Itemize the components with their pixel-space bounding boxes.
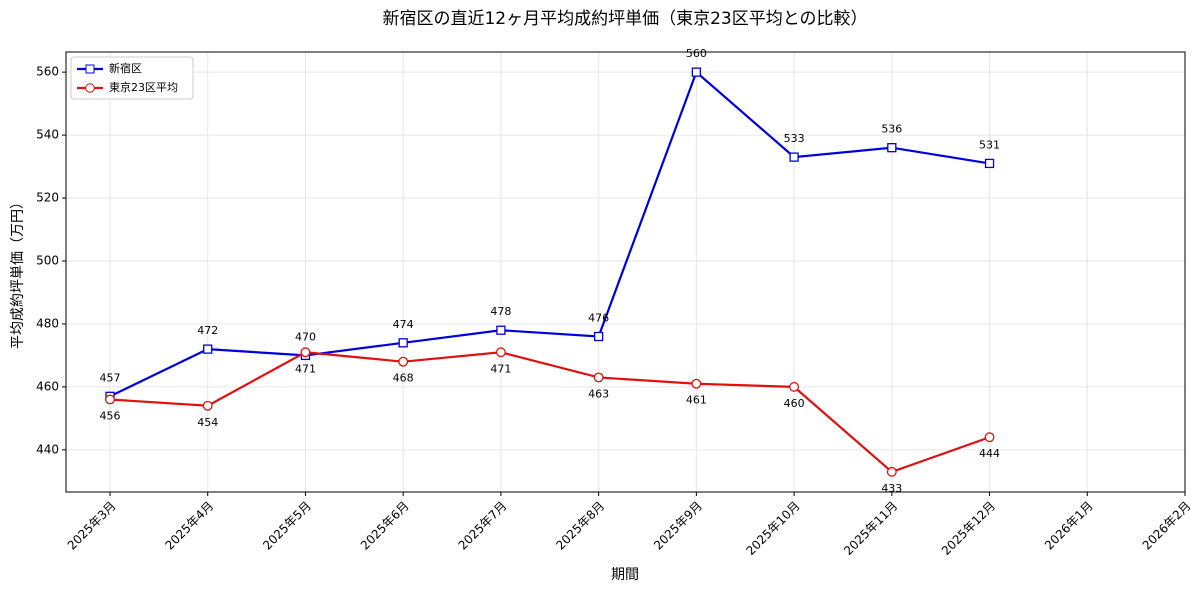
- chart-title: 新宿区の直近12ヶ月平均成約坪単価（東京23区平均との比較）: [382, 9, 867, 29]
- series-line: [109, 351, 990, 474]
- data-point: [984, 158, 995, 169]
- data-point: [202, 400, 213, 411]
- x-tick-label: 2025年5月: [260, 499, 314, 553]
- data-label: 476: [588, 312, 609, 325]
- data-label: 531: [979, 138, 1000, 151]
- x-tick-label: 2025年6月: [358, 499, 412, 553]
- y-tick-label: 440: [36, 442, 59, 456]
- data-label: 478: [490, 305, 511, 318]
- data-point: [398, 356, 409, 367]
- data-label: 470: [295, 330, 316, 343]
- legend-marker: [85, 83, 95, 93]
- y-tick-label: 500: [36, 253, 59, 267]
- data-label: 533: [784, 132, 805, 145]
- x-tick-label: 2025年11月: [841, 499, 900, 558]
- legend-label: 新宿区: [109, 61, 142, 75]
- data-label: 468: [393, 372, 414, 385]
- legend-marker: [85, 64, 95, 74]
- data-point: [691, 67, 702, 77]
- data-point: [789, 381, 800, 392]
- data-label: 536: [881, 123, 902, 136]
- data-label: 471: [490, 362, 511, 375]
- data-label: 454: [197, 416, 218, 429]
- data-point: [886, 466, 897, 477]
- y-tick-label: 560: [36, 65, 59, 79]
- data-label: 433: [881, 482, 902, 495]
- data-label: 472: [197, 324, 218, 337]
- x-tick-label: 2025年8月: [553, 499, 607, 553]
- data-point: [789, 152, 799, 162]
- data-point: [496, 325, 506, 335]
- data-label: 474: [393, 318, 414, 331]
- data-point: [593, 331, 604, 342]
- x-tick-label: 2025年12月: [939, 499, 998, 558]
- x-tick-label: 2026年2月: [1140, 499, 1193, 553]
- x-tick-label: 2025年3月: [65, 499, 119, 553]
- data-label: 460: [784, 397, 805, 410]
- x-axis-label: 期間: [611, 567, 639, 583]
- x-tick-label: 2026年1月: [1042, 499, 1096, 553]
- data-point: [300, 347, 311, 358]
- data-point: [984, 432, 995, 443]
- data-point: [691, 378, 702, 389]
- data-label: 456: [100, 409, 121, 422]
- data-point: [398, 338, 408, 348]
- x-tick-label: 2025年4月: [162, 499, 216, 553]
- data-label: 461: [686, 394, 707, 407]
- series-line: [109, 70, 990, 398]
- x-tick-label: 2025年9月: [651, 499, 705, 553]
- plot-frame: [65, 51, 1186, 493]
- y-tick-label: 460: [36, 379, 59, 393]
- x-tick-label: 2025年10月: [743, 499, 802, 558]
- data-point: [203, 344, 213, 354]
- data-label: 463: [588, 387, 609, 400]
- y-axis-label: 平均成約坪単価（万円）: [10, 195, 26, 349]
- data-label: 471: [295, 362, 316, 375]
- data-point: [593, 372, 604, 383]
- legend-label: 東京23区平均: [109, 80, 178, 94]
- y-tick-label: 480: [36, 316, 59, 330]
- data-point: [887, 143, 897, 153]
- y-tick-label: 540: [36, 128, 59, 142]
- y-tick-label: 520: [36, 191, 59, 205]
- data-point: [495, 347, 506, 358]
- data-label: 457: [100, 371, 121, 384]
- data-label: 444: [979, 447, 1000, 460]
- data-point: [105, 394, 115, 405]
- data-label: 560: [686, 47, 707, 60]
- x-tick-label: 2025年7月: [456, 499, 510, 553]
